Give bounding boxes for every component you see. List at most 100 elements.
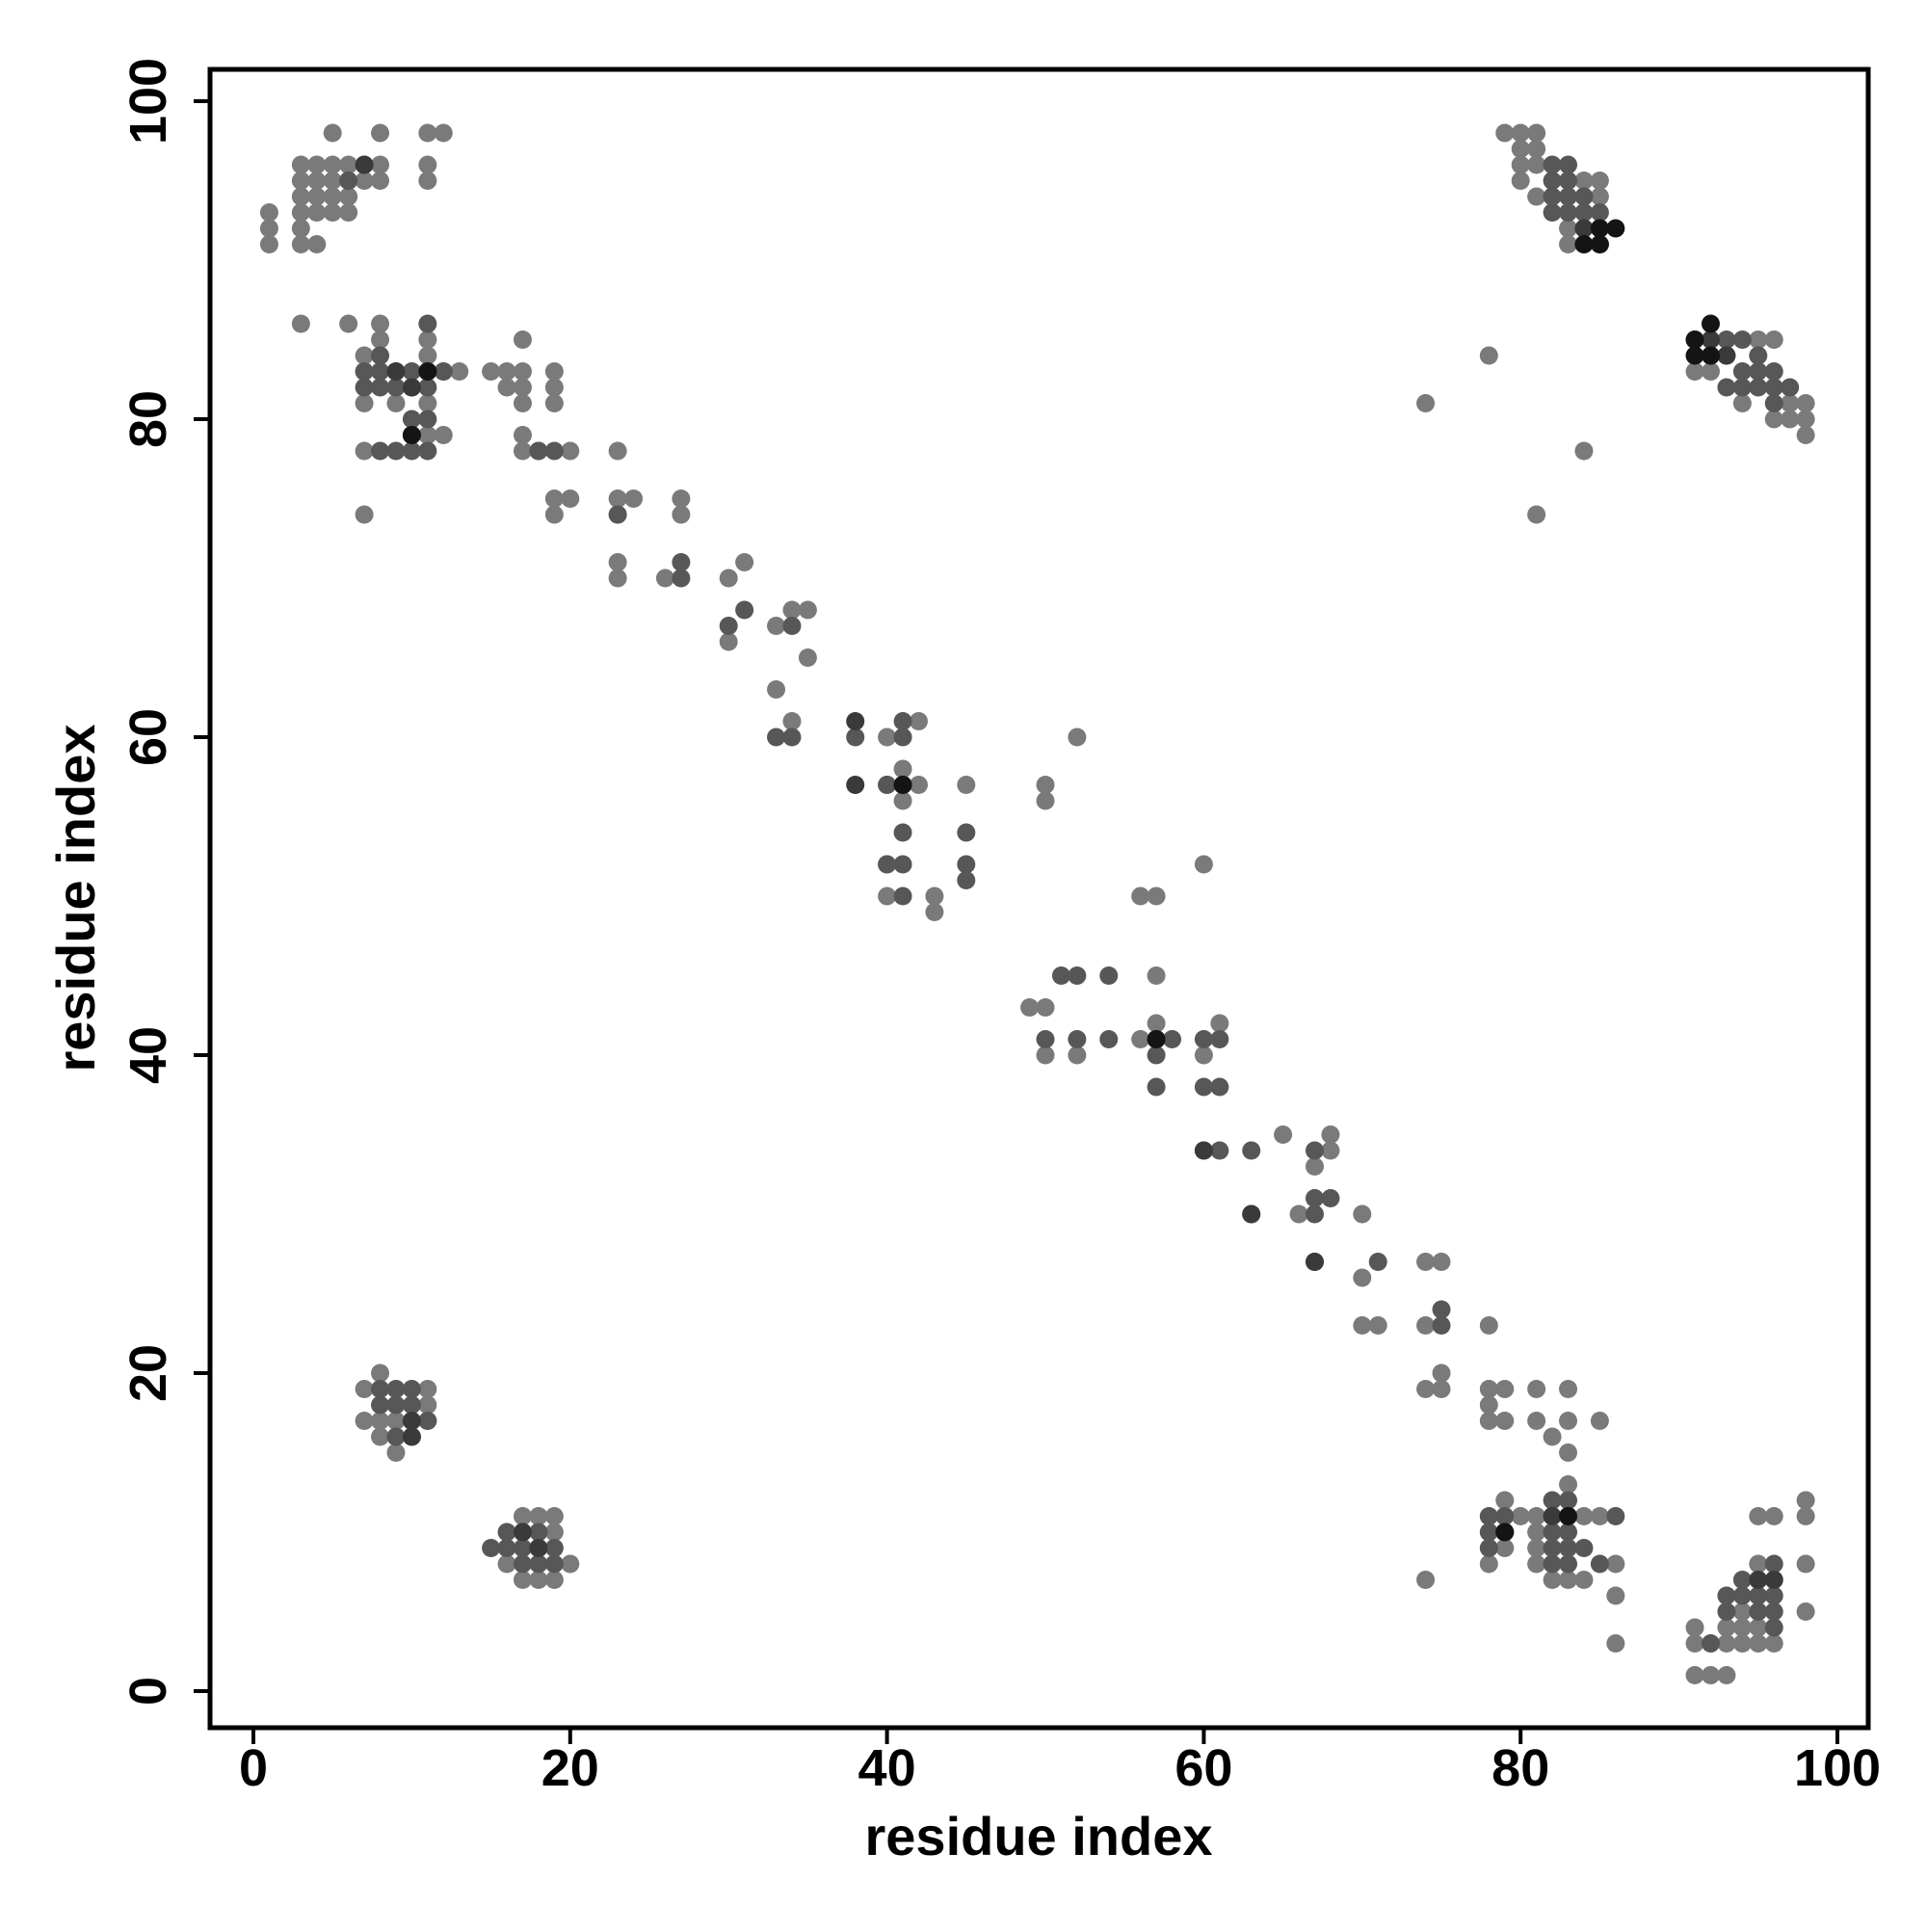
point-light xyxy=(1321,1141,1340,1160)
point-light xyxy=(672,490,691,508)
point-mid xyxy=(482,1539,501,1557)
point-mid xyxy=(1749,346,1768,365)
point-light xyxy=(1606,1634,1625,1653)
point-light xyxy=(1701,1666,1720,1684)
point-light xyxy=(513,441,532,461)
point-mid xyxy=(1559,1554,1578,1574)
point-light xyxy=(957,776,976,794)
point-light xyxy=(1732,1602,1752,1621)
point-mid xyxy=(672,569,691,588)
point-darkest xyxy=(1574,235,1594,253)
point-light xyxy=(513,362,532,381)
point-mid xyxy=(1194,1030,1213,1048)
point-mid xyxy=(767,728,786,747)
point-dark xyxy=(529,1539,548,1557)
point-light xyxy=(307,203,327,222)
point-mid xyxy=(418,410,437,429)
point-light xyxy=(529,1571,548,1589)
point-mid xyxy=(1732,378,1752,397)
point-light xyxy=(418,331,437,349)
point-light xyxy=(1559,1380,1578,1398)
point-mid xyxy=(1749,1586,1768,1605)
point-light xyxy=(544,505,564,524)
point-mid xyxy=(1764,1602,1783,1621)
point-light xyxy=(1749,1618,1768,1637)
point-light xyxy=(1527,1507,1546,1525)
point-light xyxy=(291,187,310,206)
point-mid xyxy=(1764,362,1783,381)
point-light xyxy=(1732,1618,1752,1637)
x-tick-label: 40 xyxy=(858,1739,916,1797)
point-mid xyxy=(1574,1539,1594,1557)
point-light xyxy=(608,553,627,571)
point-mid xyxy=(1559,1539,1578,1557)
point-light xyxy=(544,1507,564,1525)
point-mid xyxy=(1590,1554,1609,1574)
point-light xyxy=(782,712,802,730)
point-light xyxy=(925,887,944,906)
point-light xyxy=(1511,1507,1530,1525)
point-light xyxy=(259,219,278,238)
point-light xyxy=(1796,410,1815,429)
point-light xyxy=(893,791,912,810)
point-light xyxy=(1511,123,1530,143)
point-light xyxy=(1527,1380,1546,1398)
point-light xyxy=(497,362,516,381)
point-light xyxy=(1432,1253,1451,1271)
point-mid xyxy=(1479,1539,1498,1557)
point-mid xyxy=(735,600,754,620)
point-light xyxy=(1416,1380,1436,1398)
point-light xyxy=(1764,1507,1783,1525)
point-mid xyxy=(1321,1189,1340,1207)
point-light xyxy=(1416,1571,1436,1589)
point-mid xyxy=(1717,331,1736,349)
point-light xyxy=(497,378,516,397)
point-light xyxy=(1749,1507,1768,1525)
point-light xyxy=(1732,1634,1752,1653)
point-light xyxy=(418,394,437,412)
point-light xyxy=(1796,426,1815,444)
point-light xyxy=(371,314,390,333)
point-mid xyxy=(1764,1586,1783,1605)
point-dark xyxy=(1305,1253,1324,1271)
point-mid xyxy=(529,1522,548,1542)
point-light xyxy=(418,346,437,365)
point-dark xyxy=(1194,1141,1213,1160)
point-dark xyxy=(1749,1571,1768,1589)
point-light xyxy=(1527,123,1546,143)
point-light xyxy=(513,331,532,349)
point-light xyxy=(497,1554,516,1574)
point-light xyxy=(386,1412,406,1430)
point-darkest xyxy=(418,362,437,381)
point-light xyxy=(1479,1554,1498,1574)
point-mid xyxy=(1717,1602,1736,1621)
point-light xyxy=(1749,1634,1768,1653)
point-light xyxy=(1590,1412,1609,1430)
point-light xyxy=(925,903,944,921)
point-mid xyxy=(1479,1507,1498,1525)
point-dark xyxy=(846,712,865,730)
point-light xyxy=(1559,1443,1578,1462)
point-light xyxy=(307,172,327,190)
point-mid xyxy=(1210,1030,1229,1048)
point-light xyxy=(1764,1634,1783,1653)
point-mid xyxy=(1717,1586,1736,1605)
point-mid xyxy=(1732,1571,1752,1589)
point-light xyxy=(798,600,817,620)
point-dark xyxy=(402,1427,421,1446)
point-light xyxy=(1036,1045,1055,1065)
point-light xyxy=(1527,1412,1546,1430)
point-darkest xyxy=(1590,235,1609,253)
point-light xyxy=(1416,1253,1436,1271)
y-tick-label: 60 xyxy=(119,708,177,766)
point-light xyxy=(893,759,912,779)
point-dark xyxy=(1574,219,1594,238)
y-tick-label: 100 xyxy=(119,58,177,145)
point-mid xyxy=(1559,203,1578,222)
point-dark xyxy=(355,155,374,174)
point-dark xyxy=(513,1522,532,1542)
point-mid xyxy=(1194,1077,1213,1097)
point-light xyxy=(418,1380,437,1398)
point-light xyxy=(1685,1666,1704,1684)
point-light xyxy=(719,569,738,588)
